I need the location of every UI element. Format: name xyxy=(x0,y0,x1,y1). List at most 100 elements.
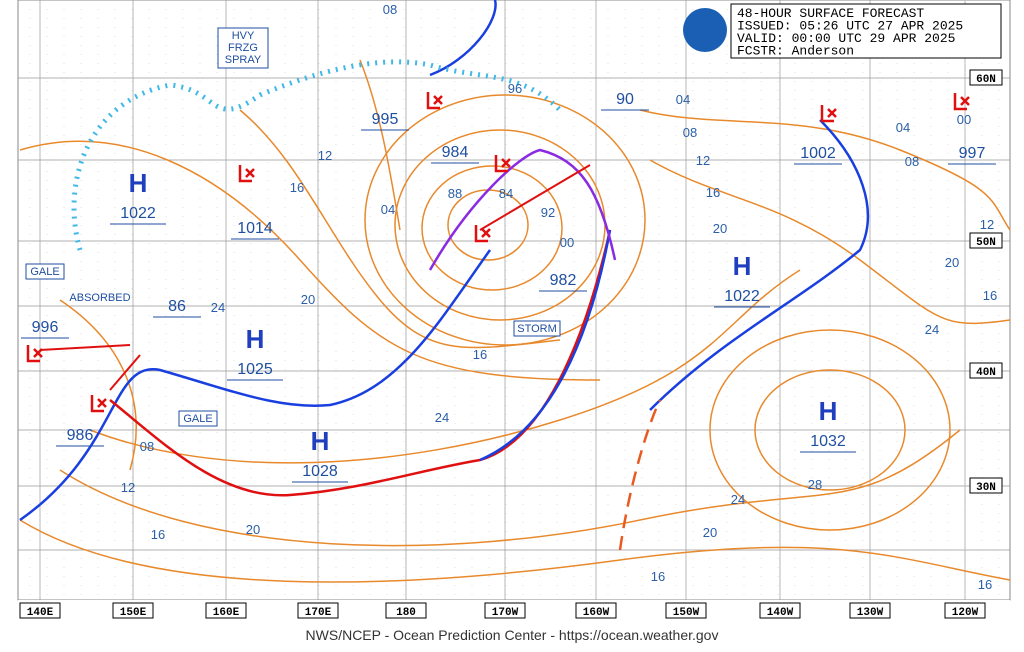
low-symbol xyxy=(494,155,511,173)
high-letter: H xyxy=(129,168,148,198)
isobar-label: 16 xyxy=(290,180,304,195)
lon-box xyxy=(112,602,154,619)
isobar-label: 12 xyxy=(121,480,135,495)
low-pressure: 996 xyxy=(32,319,59,336)
lon-box xyxy=(484,602,526,619)
isobar-label: 00 xyxy=(560,235,574,250)
isobar-label: 20 xyxy=(246,522,260,537)
isobar-label: 96 xyxy=(508,81,522,96)
isobar-label: 12 xyxy=(696,153,710,168)
isobar-label: 16 xyxy=(473,347,487,362)
isobar-label: 04 xyxy=(381,202,395,217)
annotation: HVY xyxy=(232,30,255,42)
low-pressure: 982 xyxy=(550,272,577,289)
header-line: FCSTR: Anderson xyxy=(737,44,854,59)
low-symbol xyxy=(820,105,837,123)
longitude-label: 120W xyxy=(952,607,979,619)
annotation: STORM xyxy=(517,323,557,335)
lon-box xyxy=(19,602,61,619)
low-pressure: 984 xyxy=(442,144,469,161)
annotation-box xyxy=(513,320,561,337)
longitude-label: 160E xyxy=(213,607,240,619)
map-frame xyxy=(17,0,1011,601)
isobar-label: 20 xyxy=(703,525,717,540)
longitude-label: 170W xyxy=(492,607,519,619)
isobar-label: 16 xyxy=(151,527,165,542)
latitude-label: 30N xyxy=(976,482,996,494)
isobar-label: 28 xyxy=(808,477,822,492)
low-symbol xyxy=(26,345,43,363)
isobar-label: 08 xyxy=(140,439,154,454)
isobars xyxy=(19,59,1011,583)
low-symbol xyxy=(474,225,491,243)
isobar-label: 88 xyxy=(448,186,462,201)
low-pressure: 986 xyxy=(67,427,94,444)
lon-box xyxy=(205,602,247,619)
longitude-label: 150W xyxy=(673,607,700,619)
lon-box xyxy=(759,602,801,619)
longitude-label: 140W xyxy=(767,607,794,619)
longitude-label: 160W xyxy=(583,607,610,619)
annotation-box xyxy=(25,263,65,280)
isobar-label: 08 xyxy=(683,125,697,140)
lat-box xyxy=(969,232,1003,249)
lon-box xyxy=(297,602,339,619)
annotation: SPRAY xyxy=(225,54,262,66)
lon-box xyxy=(665,602,707,619)
isobar-label: 84 xyxy=(499,186,513,201)
header-line: VALID: 00:00 UTC 29 APR 2025 xyxy=(737,31,955,46)
lat-box xyxy=(969,362,1003,379)
isobar-label: 92 xyxy=(541,205,555,220)
longitude-label: 180 xyxy=(396,607,416,619)
low-pressure: 90 xyxy=(616,91,634,108)
latitude-label: 60N xyxy=(976,74,996,86)
isobar-label: 04 xyxy=(896,120,910,135)
longitude-label: 140E xyxy=(27,607,54,619)
high-pressure: 1022 xyxy=(724,288,760,305)
low-symbol xyxy=(90,395,107,413)
isobar-label: 00 xyxy=(957,112,971,127)
low-symbols xyxy=(26,92,970,413)
footer-credit: NWS/NCEP - Ocean Prediction Center - htt… xyxy=(306,627,719,643)
high-letter: H xyxy=(246,324,265,354)
longitude-label: 130W xyxy=(857,607,884,619)
high-pressure: 1022 xyxy=(120,205,156,222)
low-symbol xyxy=(953,93,970,111)
longitude-label: 170E xyxy=(305,607,332,619)
lat-box xyxy=(969,69,1003,86)
high-letter: H xyxy=(733,251,752,281)
annotation: ABSORBED xyxy=(69,292,130,304)
lon-box xyxy=(944,602,986,619)
isobar-label: 16 xyxy=(651,569,665,584)
fronts xyxy=(19,0,869,551)
annotation: GALE xyxy=(183,413,212,425)
longitude-label: 150E xyxy=(120,607,147,619)
isobar-label: 20 xyxy=(713,221,727,236)
low-pressure: 997 xyxy=(959,145,986,162)
lat-box xyxy=(969,477,1003,494)
header-line: ISSUED: 05:26 UTC 27 APR 2025 xyxy=(737,19,963,34)
annotation: GALE xyxy=(30,266,59,278)
high-letter: H xyxy=(819,396,838,426)
isobar-label: 24 xyxy=(731,492,745,507)
annotation-box xyxy=(178,410,218,427)
high-pressure: 1028 xyxy=(302,463,338,480)
low-pressure: 86 xyxy=(168,298,186,315)
latitude-label: 40N xyxy=(976,367,996,379)
isobar-label: 04 xyxy=(676,92,690,107)
lon-box xyxy=(849,602,891,619)
low-symbol xyxy=(238,165,255,183)
isobar-label: 16 xyxy=(706,185,720,200)
isobar-label: 12 xyxy=(318,148,332,163)
lon-box xyxy=(575,602,617,619)
high-letter: H xyxy=(311,426,330,456)
latitude-label: 50N xyxy=(976,237,996,249)
annotation: FRZG xyxy=(228,42,258,54)
low-pressure: 995 xyxy=(372,111,399,128)
header-box xyxy=(730,3,1002,59)
isobar-label: 08 xyxy=(905,154,919,169)
lon-box xyxy=(385,602,427,619)
isobar-label: 24 xyxy=(211,300,225,315)
